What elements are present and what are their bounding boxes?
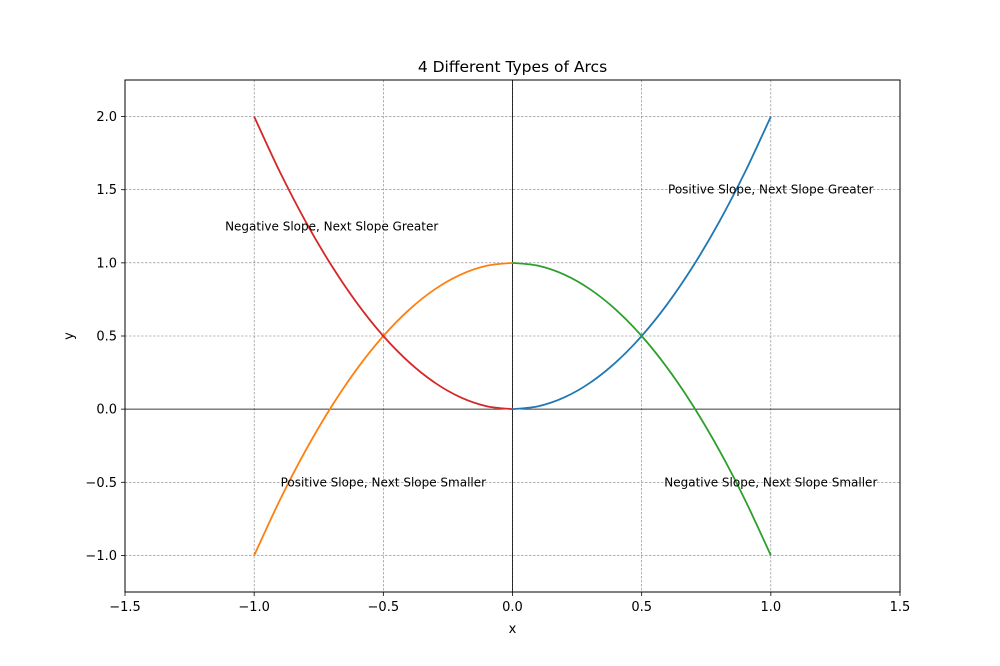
x-tick-label: −1.5 [109, 600, 141, 615]
x-tick-label: −0.5 [368, 600, 400, 615]
annotation-label: Positive Slope, Next Slope Greater [668, 183, 874, 197]
series-group [253, 116, 772, 556]
y-tick-label: 2.0 [96, 110, 117, 125]
x-tick-label: 1.5 [890, 600, 911, 615]
annotation-label: Negative Slope, Next Slope Smaller [664, 475, 877, 489]
annotations: Positive Slope, Next Slope Greater Positi… [225, 183, 877, 490]
y-tick-label: 1.0 [96, 256, 117, 271]
zero-axis-lines [125, 80, 900, 592]
y-axis-label: y [62, 332, 77, 340]
series-line [253, 116, 513, 411]
chart-title: 4 Different Types of Arcs [418, 58, 607, 76]
x-tick-label: −1.0 [238, 600, 270, 615]
annotation-label: Negative Slope, Next Slope Greater [225, 219, 438, 233]
annotation-label: Positive Slope, Next Slope Smaller [281, 475, 487, 489]
y-tick-label: 0.5 [96, 330, 117, 345]
x-tick-label: 0.0 [502, 600, 523, 615]
x-tick-label: 1.0 [760, 600, 781, 615]
axis-ticks: −1.5 −1.0 −0.5 0.0 0.5 1.0 1.5 −1.0 −0.5 0.0 0.5 1.… [85, 110, 910, 615]
series-line [512, 261, 772, 556]
y-tick-label: 0.0 [96, 403, 117, 418]
y-tick-label: −0.5 [85, 476, 117, 491]
y-tick-label: −1.0 [85, 549, 117, 564]
y-tick-label: 1.5 [96, 183, 117, 198]
x-axis-label: x [509, 622, 517, 637]
x-tick-label: 0.5 [631, 600, 652, 615]
